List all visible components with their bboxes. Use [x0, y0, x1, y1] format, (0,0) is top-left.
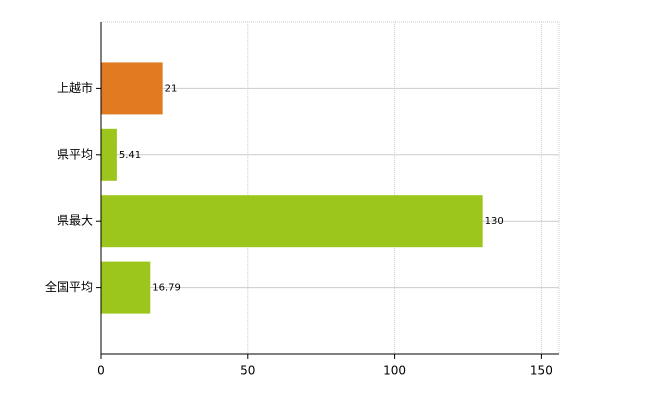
data-label: 130: [485, 216, 504, 227]
y-tick-label: 全国平均: [45, 279, 93, 294]
bar: [101, 128, 117, 181]
x-tick-label: 100: [383, 364, 406, 378]
bar: [101, 195, 483, 248]
data-label: 21: [165, 83, 178, 94]
bar: [101, 62, 163, 115]
y-tick-label: 県最大: [57, 214, 93, 228]
y-tick-label: 上越市: [57, 80, 93, 95]
data-label: 16.79: [152, 283, 181, 294]
data-label: 5.41: [119, 150, 141, 161]
x-tick-label: 0: [97, 364, 105, 378]
y-tick-label: 県平均: [57, 147, 93, 161]
bar: [101, 261, 151, 314]
x-tick-label: 150: [530, 364, 553, 378]
x-tick-label: 50: [240, 364, 255, 378]
